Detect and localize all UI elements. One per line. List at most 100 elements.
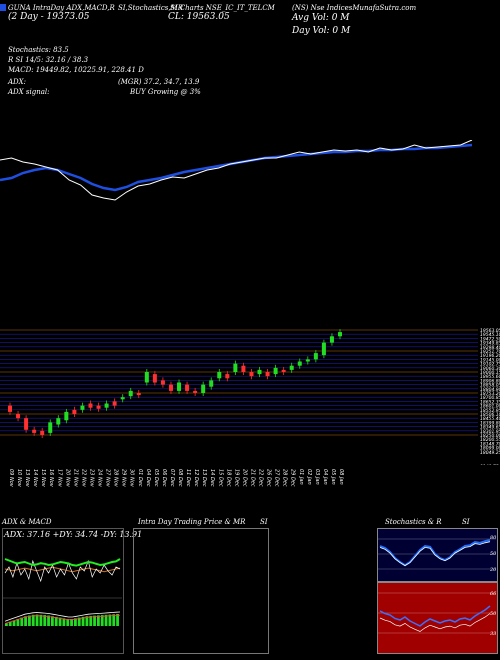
candle-body — [128, 390, 133, 397]
stoch-panel-title-2: SI — [462, 518, 470, 526]
header-day-vol: Day Vol: 0 M — [292, 26, 351, 36]
date-label: 18 Dec — [225, 469, 231, 487]
price-axis-label: 18652.35 — [480, 399, 500, 405]
macd-bar — [35, 614, 39, 626]
date-label: 15 Dec — [217, 469, 223, 487]
candle-body — [136, 393, 141, 396]
date-label: 08 Jan — [338, 469, 344, 485]
date-label: 04 Jan — [322, 469, 328, 485]
macd-bar — [62, 618, 66, 626]
date-label: 19 Dec — [233, 469, 239, 487]
price-axis-label: 18506.10 — [480, 412, 500, 418]
header-title-mid2: SI Charts NSE_IC_IT_TELCM — [170, 4, 275, 12]
date-label: 10 Nov — [16, 469, 22, 488]
price-line — [0, 140, 473, 201]
price-axis-label: 18700.85 — [480, 395, 500, 401]
adx-signal-label: ADX signal: — [8, 88, 50, 96]
macd-bar — [47, 615, 50, 626]
date-label: 27 Nov — [105, 469, 111, 488]
price-axis-label: 18200.55 — [480, 437, 500, 443]
adx-green-line — [4, 558, 121, 567]
price-axis-label: 18955.60 — [480, 374, 500, 380]
date-label: 11 Dec — [185, 469, 191, 487]
candle-body — [8, 405, 12, 412]
price-axis-label: 19472.50 — [480, 336, 500, 342]
macd-bar — [66, 619, 70, 626]
stoch-readout: Stochastics: 83.5 — [8, 46, 69, 54]
candle-body — [56, 418, 61, 425]
date-label: 22 Nov — [80, 469, 86, 488]
price-axis-label: 18250.00 — [480, 433, 500, 439]
price-axis-label: 18753.20 — [480, 391, 500, 397]
macd-bar — [100, 615, 104, 626]
candle-body — [217, 372, 222, 379]
date-label: 02 Jan — [306, 469, 312, 485]
date-label: 09 Nov — [8, 469, 14, 488]
candle-body — [96, 405, 101, 409]
price-axis-label: 19060.30 — [480, 366, 500, 372]
macd-line — [4, 611, 121, 622]
candle-body — [273, 367, 278, 375]
macd-bar — [31, 614, 35, 626]
candle-body — [225, 374, 230, 379]
date-label: 17 Nov — [56, 469, 62, 488]
candle-body — [289, 365, 294, 370]
macd-bar — [24, 616, 27, 626]
price-axis-label: 19349.85 — [480, 341, 500, 347]
rsi-signal-line — [379, 613, 491, 632]
date-label: 14 Nov — [32, 469, 38, 488]
date-label: 01 Jan — [298, 469, 304, 485]
candle-body — [281, 369, 286, 372]
date-label: 13 Dec — [201, 469, 207, 487]
date-label: 29 Nov — [121, 469, 127, 488]
candle-body — [338, 332, 342, 337]
price-axis-label: 18148.70 — [480, 441, 500, 447]
date-label: 16 Nov — [48, 469, 54, 488]
price-axis-label: 18099.00 — [480, 446, 500, 452]
date-label: 15 Nov — [40, 469, 46, 488]
macd-bar — [43, 615, 47, 626]
price-axis-label: 9148.75 — [480, 464, 499, 465]
date-label: 24 Nov — [97, 469, 103, 488]
macd-bar — [39, 614, 43, 626]
price-axis-label: 19000.15 — [480, 370, 500, 376]
rsi-panel — [377, 582, 498, 654]
adx-label: ADX: — [8, 78, 27, 86]
adx-panel-readout: ADX: 37.16 +DY: 34.74 -DY: 13.91 — [4, 530, 143, 539]
date-label: 20 Dec — [241, 469, 247, 487]
adx-values: (MGR) 37.2, 34.7, 13.9 — [118, 78, 200, 86]
header-close: CL: 19563.05 — [168, 12, 230, 22]
macd-bar — [70, 619, 73, 626]
price-axis-label: 18906.80 — [480, 378, 500, 384]
date-label: 05 Dec — [153, 469, 159, 487]
stoch-d-line — [379, 541, 491, 567]
rsi-plot — [378, 592, 496, 634]
date-label: 08 Dec — [177, 469, 183, 487]
macd-readout: MACD: 19449.82, 10225.91, 228.41 D — [8, 66, 144, 74]
candle-body — [48, 422, 53, 433]
macd-bar — [97, 615, 100, 626]
macd-bar — [58, 617, 62, 626]
macd-bar — [12, 620, 16, 626]
candle-body — [88, 403, 93, 408]
macd-bar — [93, 615, 96, 626]
macd-bar — [77, 617, 81, 626]
price-axis-label: 18455.40 — [480, 416, 500, 422]
date-label: 13 Nov — [24, 469, 30, 488]
candle-body — [152, 374, 157, 383]
candle-body — [104, 403, 109, 408]
date-axis: 09 Nov 10 Nov 13 Nov 14 Nov 15 Nov 16 Nov 17 N… — [8, 469, 344, 488]
price-axis-label: 18301.95 — [480, 429, 500, 435]
candle-body — [16, 414, 21, 419]
date-label: 30 Nov — [129, 469, 135, 488]
date-label: 04 Dec — [145, 469, 151, 487]
price-axis-label: 18552.95 — [480, 408, 500, 414]
candle-body — [64, 411, 69, 421]
intra-panel-title-2: SI — [260, 518, 268, 526]
date-label: 07 Dec — [169, 469, 175, 487]
price-axis-label: 18399.80 — [480, 420, 500, 426]
rsi-level-33: 33 — [490, 631, 497, 637]
candle-body — [265, 372, 270, 377]
candle-body — [120, 397, 125, 400]
price-axis-label: 18804.90 — [480, 387, 500, 393]
